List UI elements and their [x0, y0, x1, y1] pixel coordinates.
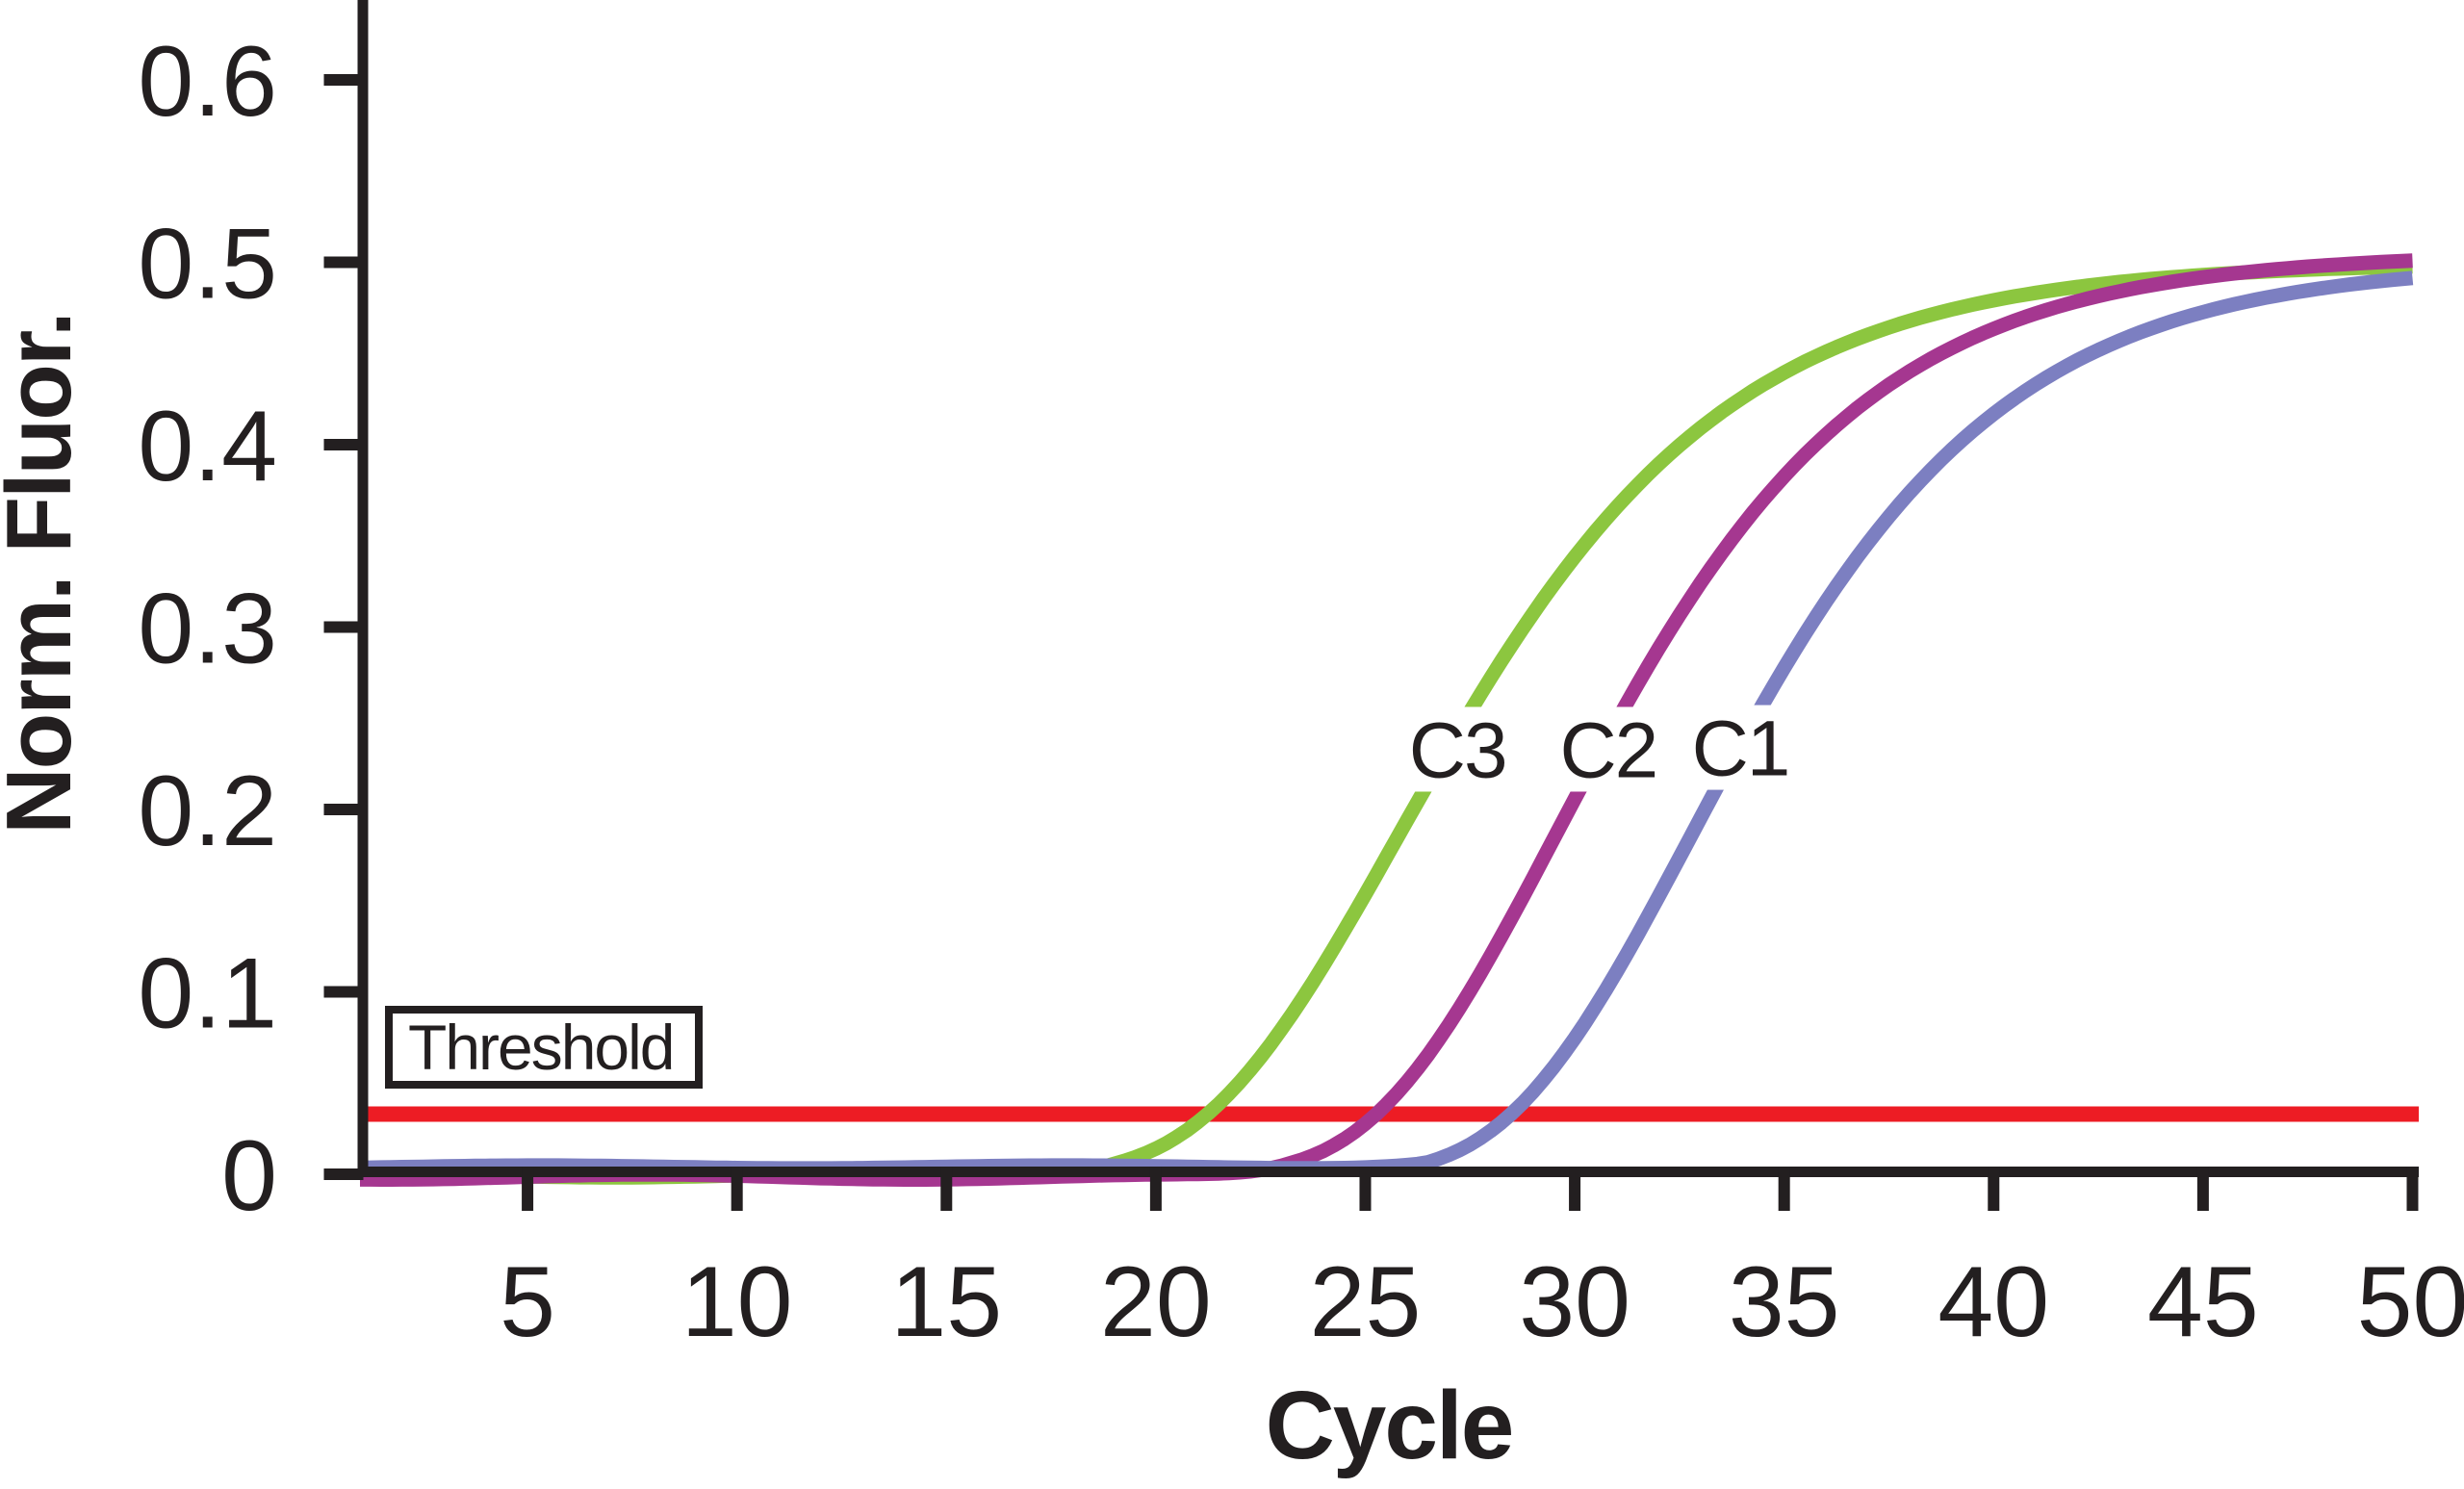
x-tick-label: 45 — [2147, 1246, 2259, 1358]
y-tick-label: 0.1 — [138, 938, 277, 1050]
y-tick — [323, 621, 364, 633]
x-tick-label: 15 — [890, 1246, 1002, 1358]
y-axis-title: Norm. Fluor. — [0, 313, 90, 834]
x-axis-title: Cycle — [1265, 1372, 1515, 1479]
x-tick — [1359, 1167, 1372, 1211]
y-tick — [323, 986, 364, 998]
x-tick-label: 10 — [681, 1246, 793, 1358]
x-tick-label: 35 — [1729, 1246, 1840, 1358]
curve-label-mask-C3 — [1399, 706, 1516, 792]
x-tick-label: 5 — [500, 1246, 555, 1358]
y-tick — [323, 804, 364, 815]
x-tick — [522, 1167, 534, 1211]
y-tick-label: 0.2 — [138, 756, 277, 867]
y-tick — [323, 439, 364, 450]
x-tick — [1149, 1167, 1162, 1211]
y-tick — [323, 256, 364, 269]
y-tick-label: 0.6 — [138, 26, 277, 138]
x-tick — [1569, 1167, 1581, 1211]
x-tick-label: 50 — [2357, 1246, 2464, 1358]
x-tick — [1988, 1167, 2000, 1211]
y-tick — [323, 74, 364, 86]
x-tick-label: 30 — [1519, 1246, 1630, 1358]
x-tick — [2406, 1167, 2419, 1211]
x-tick — [2196, 1167, 2209, 1211]
x-tick — [731, 1167, 743, 1211]
x-tick-label: 40 — [1938, 1246, 2049, 1358]
y-tick — [323, 1168, 364, 1180]
x-tick — [940, 1167, 953, 1211]
threshold-label: Threshold — [408, 1012, 675, 1083]
x-tick-label: 25 — [1310, 1246, 1422, 1358]
x-tick — [1778, 1167, 1790, 1211]
curve-label-C1: C1 — [1692, 706, 1789, 793]
y-tick-label: 0.4 — [138, 391, 277, 502]
y-axis-line — [357, 0, 369, 1177]
x-axis-line — [357, 1167, 2419, 1177]
curve-label-C2: C2 — [1559, 706, 1656, 794]
y-tick-label: 0.3 — [138, 574, 277, 685]
curve-label-mask-C2 — [1550, 706, 1666, 792]
y-tick-label: 0 — [221, 1120, 277, 1232]
threshold-label-box: Threshold — [385, 1006, 703, 1089]
curve-label-mask-C1 — [1681, 705, 1798, 790]
y-tick-label: 0.5 — [138, 209, 277, 321]
curve-label-C3: C3 — [1409, 706, 1506, 794]
x-tick-label: 20 — [1100, 1246, 1212, 1358]
